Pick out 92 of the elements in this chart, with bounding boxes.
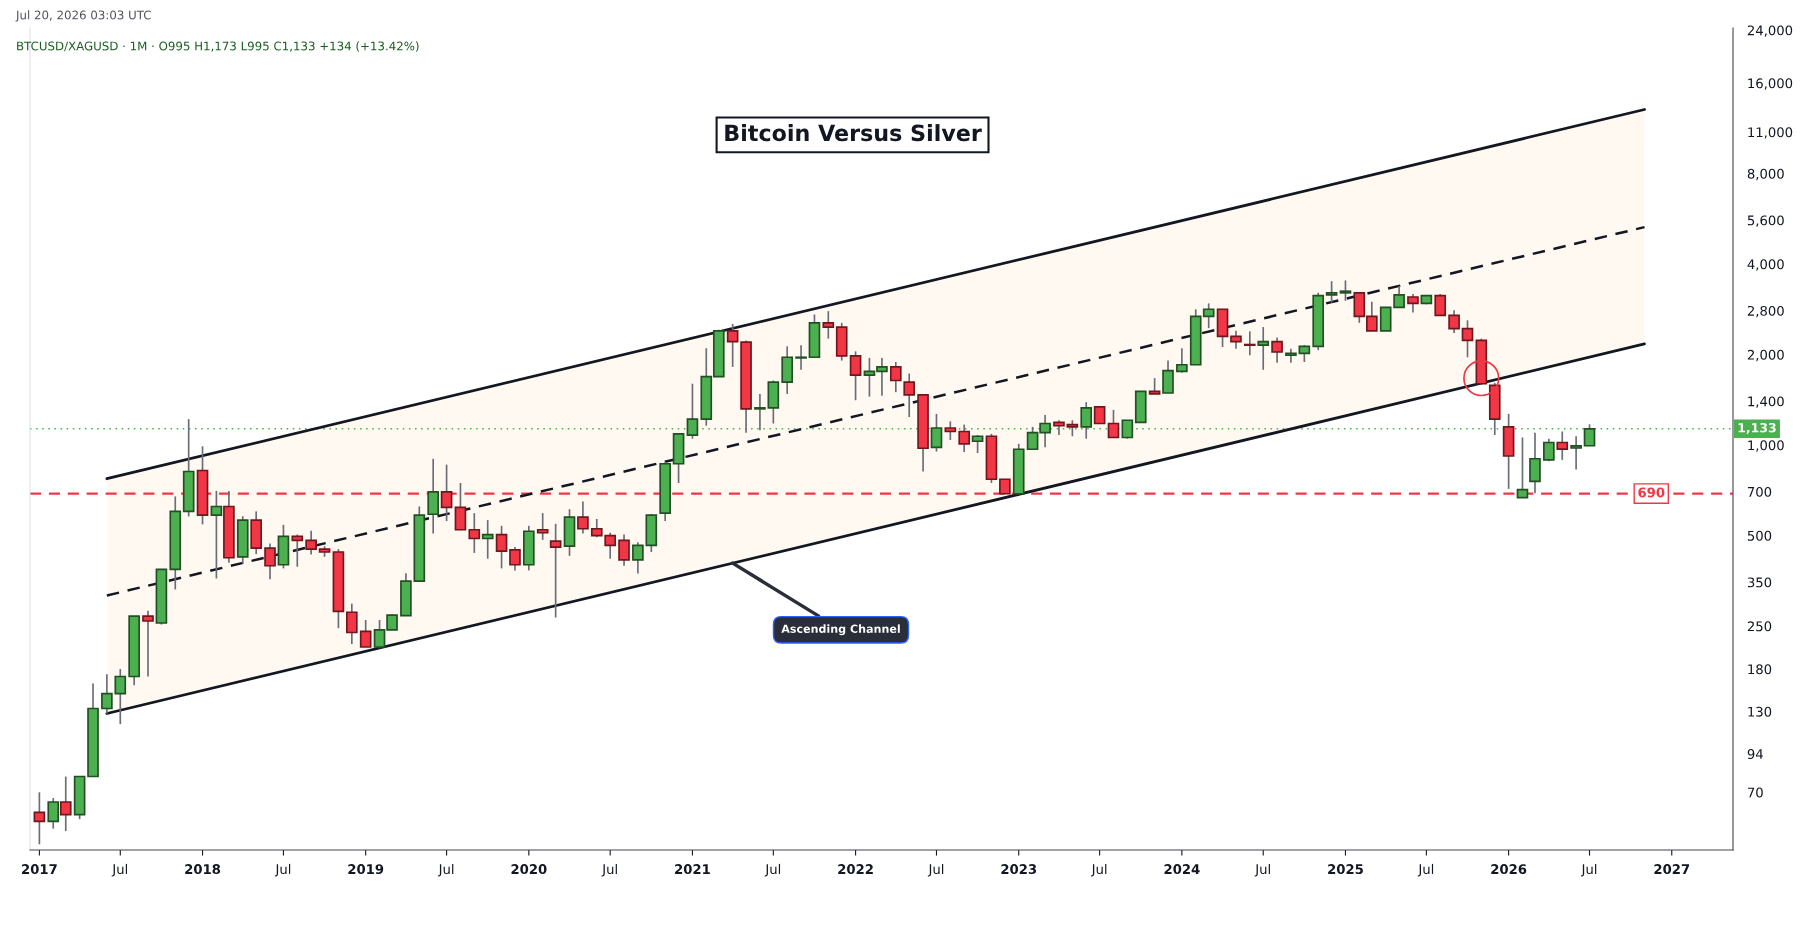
x-tick-label: 2025 [1328,864,1363,875]
y-tick-label: 11,000 [1748,127,1793,139]
candlestick [1230,329,1242,350]
candlestick [1516,436,1529,499]
candlestick [1529,431,1541,495]
x-tick-label: 2027 [1654,864,1690,875]
y-tick-label: 5,600 [1747,215,1784,227]
candlestick [1257,326,1270,371]
y-tick-label: 130 [1748,706,1772,717]
candlestick [577,500,589,535]
candlestick [686,382,699,440]
candlestick [509,546,521,572]
candlestick [264,542,276,581]
x-tick-label: Jul [437,863,454,877]
candlestick [618,533,630,567]
x-tick-label: 2017 [22,864,57,875]
candlestick [495,524,508,570]
y-tick-label: 16,000 [1748,78,1793,90]
candlestick [1461,319,1474,359]
y-tick-label: 1,400 [1748,396,1784,408]
candlestick [1339,279,1352,302]
text: Bitcoin Versus Silver [725,124,982,142]
candlestick [210,490,223,580]
x-tick-label: Jul [1417,863,1434,877]
y-tick-label: 250 [1747,621,1772,632]
candlestick [33,791,46,846]
y-tick-label: 94 [1747,749,1763,760]
y-tick-label: 2,800 [1747,305,1784,318]
x-tick-label: 2024 [1164,864,1200,875]
candlestick [454,482,467,532]
candlestick [1556,430,1569,461]
candlestick [47,797,60,830]
candlestick [1162,359,1174,394]
candlestick [481,519,494,560]
x-tick-label: 2026 [1491,864,1527,875]
candlestick [889,361,902,393]
candlestick [305,529,317,556]
y-tick-label: 2,000 [1747,349,1784,362]
candlestick [795,344,807,371]
x-tick-label: Jul [111,863,128,877]
x-tick-label: 2018 [185,864,221,875]
x-tick-label: Jul [764,863,781,877]
candlestick [726,323,739,368]
candlestick [1434,293,1447,317]
ref-line-label: 1,133 [1738,422,1776,435]
x-tick-label: 2021 [675,864,710,875]
text: BTCUSD/XAGUSD · 1M · O995 H1,173 L995 C1,133 +134 (+13.42%) [17,41,419,52]
candlestick [536,512,549,541]
candlestick [549,523,562,619]
candlestick [958,423,971,453]
candlestick [1121,419,1134,440]
candlestick [1570,435,1582,471]
candlestick [59,775,72,832]
candlestick [1176,347,1188,374]
y-tick-label: 350 [1747,577,1772,588]
y-tick-label: 1,000 [1748,440,1784,452]
candlestick [903,372,916,418]
ref-line-label: 690 [1638,487,1665,498]
candlestick [346,602,358,645]
candlestick [1107,409,1120,439]
x-tick-label: 2019 [348,864,384,875]
x-tick-label: Jul [927,863,944,877]
x-tick-label: 2020 [511,864,547,875]
candlestick [142,610,154,678]
y-tick-label: 8,000 [1747,168,1784,181]
y-tick-label: 500 [1747,530,1772,541]
y-tick-label: 180 [1748,664,1772,675]
x-tick-label: 2022 [838,864,873,875]
candlestick [1243,330,1256,357]
candlestick [468,512,481,554]
y-tick-label: 700 [1747,486,1772,497]
candlestick [849,350,862,402]
text: Jul 20, 2026 03:03 UTC [15,10,151,22]
candlestick [1448,309,1460,334]
x-tick-label: 2023 [1001,864,1037,875]
x-tick-label: Jul [1090,863,1107,877]
y-tick-label: 70 [1747,787,1763,798]
y-tick-label: 24,000 [1747,25,1793,37]
candlestick [822,310,835,340]
candlestick [1407,293,1419,314]
candlestick [944,420,957,441]
y-tick-label: 4,000 [1747,259,1784,271]
x-tick-label: Jul [274,863,291,877]
x-tick-label: Jul [601,863,617,877]
candlestick [1271,336,1283,364]
candlestick [291,533,304,568]
candlestick [427,458,440,535]
candlestick [1325,280,1338,304]
x-tick-label: Jul [1580,863,1597,877]
annotation: Ascending Channel [781,624,900,636]
candlestick [359,619,372,648]
x-tick-label: Jul [1254,863,1270,877]
